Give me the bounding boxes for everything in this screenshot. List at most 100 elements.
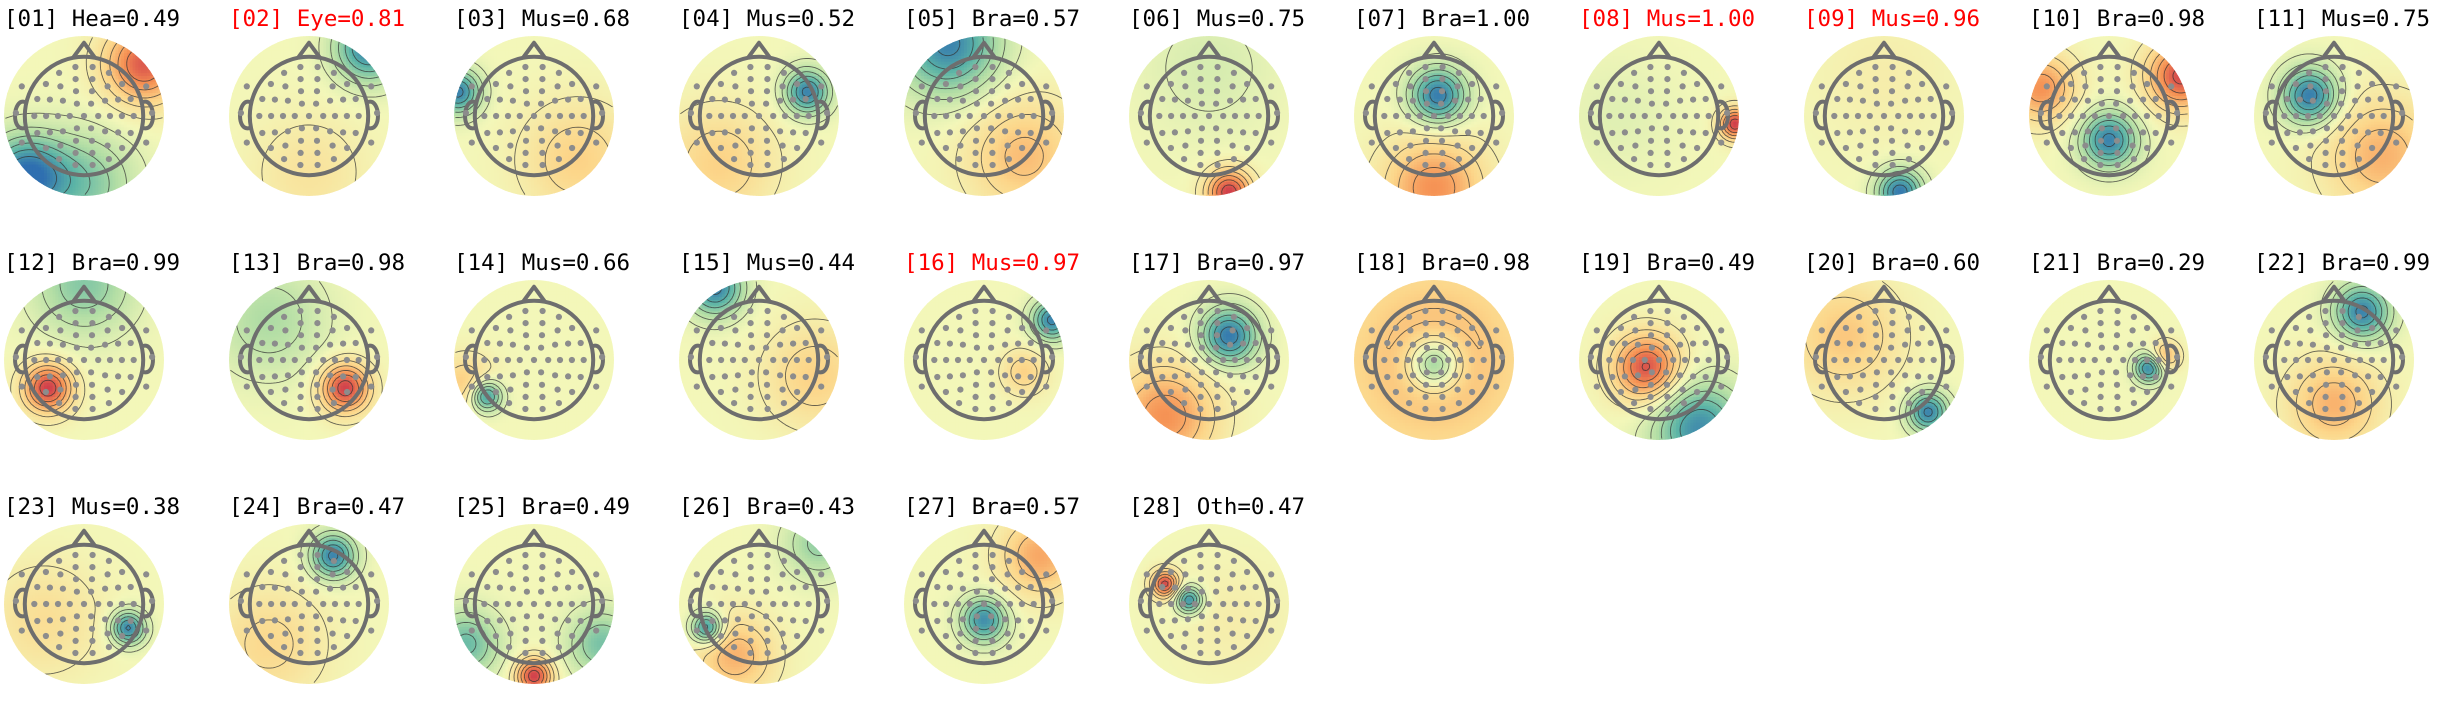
electrode-dot [794, 633, 800, 639]
electrode-dot [106, 70, 112, 76]
electrode-dot [517, 113, 523, 119]
electrode-dot [31, 113, 37, 119]
electrode-dot [344, 601, 350, 607]
electrode-dot [1240, 585, 1246, 591]
electrode-dot [1648, 88, 1654, 94]
electrode-dot [102, 616, 108, 622]
electrode-dot [1423, 382, 1429, 388]
topomap [454, 492, 679, 707]
electrode-dot [2085, 372, 2091, 378]
electrode-dot [1181, 400, 1187, 406]
electrode-dot [344, 113, 350, 119]
electrode-dot [531, 601, 537, 607]
electrode-dot [2072, 97, 2078, 103]
electrode-dot [539, 564, 545, 570]
electrode-dot [2098, 88, 2104, 94]
electrode-dot [2068, 113, 2074, 119]
electrode-dot [1240, 341, 1246, 347]
topomap [1579, 248, 1804, 463]
electrode-dot [315, 162, 321, 168]
electrode-dot [1423, 138, 1429, 144]
electrode-dot [2140, 129, 2146, 135]
electrode-dot [764, 320, 770, 326]
electrode-dot [1410, 98, 1416, 104]
electrode-dot [34, 96, 40, 102]
electrode-dot [1006, 156, 1012, 162]
electrode-dot [1843, 113, 1849, 119]
electrode-dot [143, 384, 149, 390]
electrode-dot [60, 342, 66, 348]
electrode-dot [1422, 162, 1428, 168]
electrode-dot [1253, 618, 1259, 624]
electrode-dot [988, 101, 994, 107]
electrode-dot [973, 332, 979, 338]
electrode-dot [1663, 369, 1669, 375]
electrode-dot [593, 628, 599, 634]
electrode-dot [2113, 125, 2119, 131]
electrode-dot [780, 571, 786, 577]
electrode-dot [2356, 400, 2362, 406]
electrode-dot [506, 314, 512, 320]
electrode-dot [285, 128, 291, 134]
electrode-dot [1919, 113, 1925, 119]
electrode-dot [989, 138, 995, 144]
electrode-dot [1889, 76, 1895, 82]
electrode-dot [1606, 357, 1612, 363]
electrode-dot [1253, 96, 1259, 102]
electrode-dot [330, 571, 336, 577]
electrode-dot [1682, 357, 1688, 363]
electrode-dot [1664, 332, 1670, 338]
electrode-dot [1268, 140, 1274, 146]
topomap [1804, 4, 2029, 219]
electrode-dot [731, 70, 737, 76]
electrode-dot [1718, 384, 1724, 390]
electrode-dot [2322, 308, 2328, 314]
electrode-dot [557, 113, 563, 119]
electrode-dot [973, 76, 979, 82]
electrode-dot [1168, 325, 1174, 331]
electrode-dot [106, 558, 112, 564]
electrode-dot [2369, 113, 2375, 119]
electrode-dot [72, 650, 78, 656]
electrode-dot [973, 564, 979, 570]
electrode-dot [119, 325, 125, 331]
electrode-dot [2324, 345, 2330, 351]
electrode-dot [803, 340, 809, 346]
electrode-dot [506, 70, 512, 76]
electrode-dot [510, 128, 516, 134]
electrode-dot [709, 130, 715, 136]
electrode-dot [1214, 564, 1220, 570]
electrode-dot [988, 369, 994, 375]
electrode-dot [763, 345, 769, 351]
electrode-dot [731, 156, 737, 162]
electrode-dot [2131, 314, 2137, 320]
component-02: [02] Eye=0.81 [229, 4, 454, 219]
electrode-dot [2393, 327, 2399, 333]
electrode-dot [539, 76, 545, 82]
electrode-dot [19, 384, 25, 390]
electrode-dot [1664, 76, 1670, 82]
electrode-dot [1873, 394, 1879, 400]
electrode-dot [1663, 345, 1669, 351]
electrode-dot [974, 589, 980, 595]
electrode-dot [947, 585, 953, 591]
electrode-dot [2393, 140, 2399, 146]
topomap [229, 492, 454, 707]
electrode-dot [818, 327, 824, 333]
electrode-dot [331, 400, 337, 406]
electrode-dot [1889, 394, 1895, 400]
electrode-dot [1397, 97, 1403, 103]
electrode-dot [268, 145, 274, 151]
electrode-dot [522, 64, 528, 70]
electrode-dot [581, 113, 587, 119]
electrode-dot [1192, 601, 1198, 607]
electrode-dot [1455, 387, 1461, 393]
electrode-dot [539, 576, 545, 582]
component-08: [08] Mus=1.00 [1579, 4, 1804, 219]
electrode-dot [763, 125, 769, 131]
electrode-dot [972, 162, 978, 168]
electrode-dot [2323, 332, 2329, 338]
electrode-dot [320, 357, 326, 363]
electrode-dot [119, 601, 125, 607]
electrode-dot [131, 601, 137, 607]
